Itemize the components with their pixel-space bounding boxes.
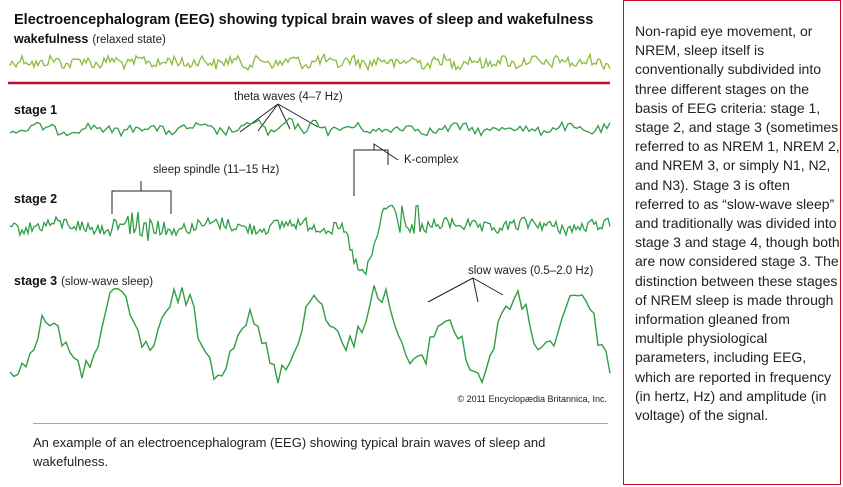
eeg-diagram: Electroencephalogram (EEG) showing typic…	[8, 12, 611, 404]
theta-waves-label: theta waves (4–7 Hz)	[234, 91, 343, 103]
wakefulness-label: wakefulness (relaxed state)	[13, 32, 166, 46]
caption-divider	[33, 423, 608, 424]
stage1-trace	[9, 117, 611, 138]
copyright-text: © 2011 Encyclopædia Britannica, Inc.	[457, 394, 607, 404]
stage1-label: stage 1	[14, 103, 57, 117]
theta-pointers	[239, 103, 319, 133]
figure-title: Electroencephalogram (EEG) showing typic…	[14, 12, 593, 28]
wakefulness-trace	[9, 52, 611, 72]
k-complex-label: K-complex	[404, 154, 459, 166]
side-panel-text: Non-rapid eye movement, or NREM, sleep i…	[635, 23, 840, 424]
figure-caption: An example of an electroencephalogram (E…	[33, 435, 546, 469]
slow-waves-label: slow waves (0.5–2.0 Hz)	[468, 265, 593, 277]
sleep-spindle-label: sleep spindle (11–15 Hz)	[153, 164, 280, 176]
k-complex-bracket	[353, 143, 399, 196]
spindle-bracket	[111, 181, 172, 214]
side-panel: Non-rapid eye movement, or NREM, sleep i…	[623, 0, 841, 485]
stage3-label: stage 3 (slow-wave sleep)	[14, 274, 153, 288]
stage3-trace	[9, 285, 611, 385]
stage2-trace	[9, 204, 611, 276]
slow-wave-pointers	[427, 277, 504, 303]
eeg-figure: Electroencephalogram (EEG) showing typic…	[8, 12, 611, 469]
stage2-label: stage 2	[14, 192, 57, 206]
